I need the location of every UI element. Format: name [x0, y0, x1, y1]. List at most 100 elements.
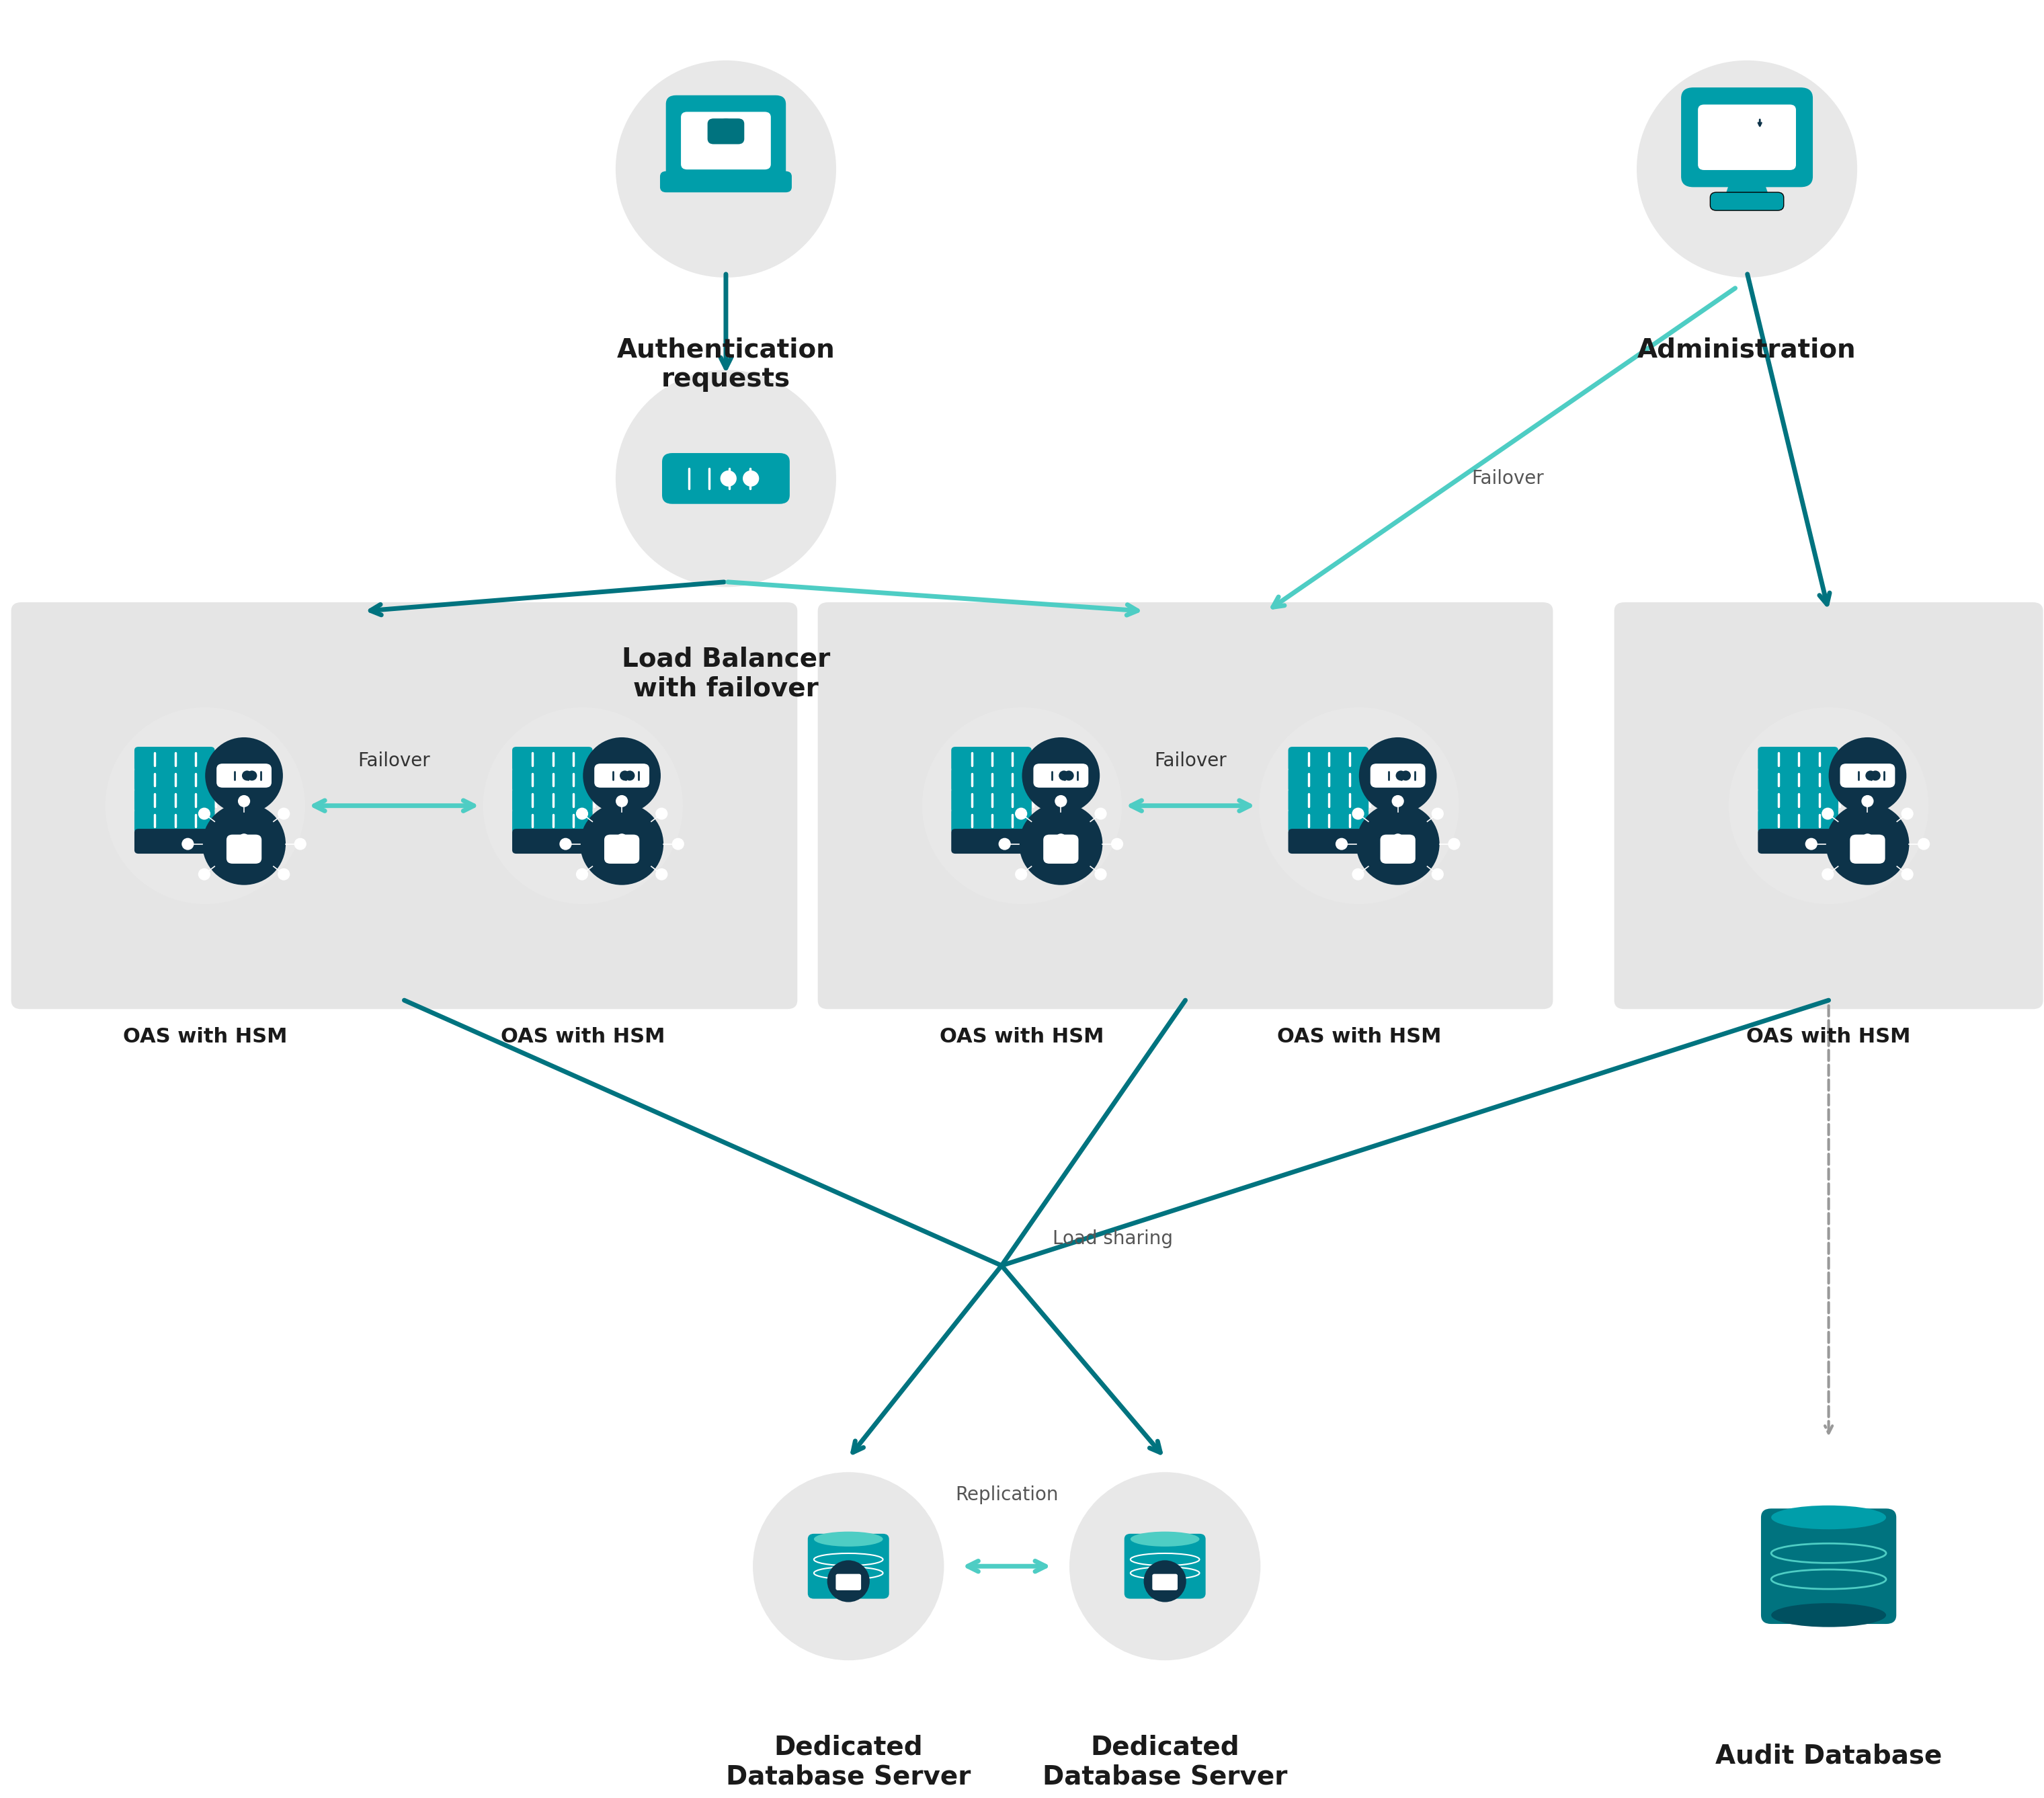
Ellipse shape [656, 868, 668, 881]
Polygon shape [1723, 176, 1770, 200]
Ellipse shape [1772, 1505, 1887, 1530]
FancyBboxPatch shape [513, 829, 593, 854]
Ellipse shape [1094, 807, 1106, 820]
Ellipse shape [294, 838, 307, 850]
FancyBboxPatch shape [135, 746, 215, 771]
FancyBboxPatch shape [836, 1573, 861, 1589]
Ellipse shape [182, 838, 194, 850]
Ellipse shape [719, 471, 736, 487]
FancyBboxPatch shape [135, 809, 215, 832]
Ellipse shape [1862, 795, 1874, 807]
Ellipse shape [241, 771, 251, 780]
FancyBboxPatch shape [135, 788, 215, 813]
Ellipse shape [104, 707, 305, 904]
Ellipse shape [1637, 61, 1858, 277]
FancyBboxPatch shape [513, 809, 593, 832]
Ellipse shape [278, 807, 290, 820]
Ellipse shape [615, 795, 628, 807]
Ellipse shape [1351, 868, 1363, 881]
FancyBboxPatch shape [135, 768, 215, 793]
FancyBboxPatch shape [1762, 1509, 1897, 1624]
Ellipse shape [1805, 838, 1817, 850]
FancyBboxPatch shape [513, 768, 593, 793]
Ellipse shape [1901, 868, 1913, 881]
Ellipse shape [1112, 838, 1124, 850]
FancyBboxPatch shape [10, 602, 797, 1009]
FancyBboxPatch shape [1711, 192, 1784, 210]
Ellipse shape [204, 737, 282, 814]
Ellipse shape [576, 807, 589, 820]
Ellipse shape [1917, 838, 1930, 850]
FancyBboxPatch shape [1369, 764, 1425, 788]
FancyBboxPatch shape [227, 834, 262, 863]
Ellipse shape [814, 1532, 883, 1546]
FancyBboxPatch shape [1850, 834, 1885, 863]
Ellipse shape [1355, 804, 1439, 885]
FancyBboxPatch shape [595, 764, 650, 788]
Ellipse shape [742, 471, 758, 487]
Ellipse shape [672, 838, 685, 850]
Text: Load Balancer
with failover: Load Balancer with failover [621, 647, 830, 701]
FancyBboxPatch shape [513, 788, 593, 813]
FancyBboxPatch shape [1288, 829, 1369, 854]
Ellipse shape [752, 1473, 944, 1660]
Ellipse shape [1335, 838, 1347, 850]
FancyBboxPatch shape [1615, 602, 2044, 1009]
Ellipse shape [1400, 771, 1410, 780]
Ellipse shape [198, 868, 211, 881]
Ellipse shape [1016, 868, 1028, 881]
FancyBboxPatch shape [1380, 834, 1414, 863]
FancyBboxPatch shape [1034, 764, 1087, 788]
Ellipse shape [1772, 1604, 1887, 1627]
FancyBboxPatch shape [135, 829, 215, 854]
FancyBboxPatch shape [950, 768, 1032, 793]
FancyBboxPatch shape [217, 764, 272, 788]
Ellipse shape [1870, 771, 1880, 780]
Ellipse shape [1145, 1561, 1186, 1602]
FancyBboxPatch shape [818, 602, 1553, 1009]
Ellipse shape [202, 804, 286, 885]
Ellipse shape [1016, 807, 1028, 820]
Ellipse shape [1447, 838, 1459, 850]
Ellipse shape [580, 804, 664, 885]
Ellipse shape [560, 838, 572, 850]
Ellipse shape [838, 1577, 858, 1580]
Ellipse shape [1155, 1577, 1175, 1580]
Ellipse shape [1000, 838, 1012, 850]
Ellipse shape [1829, 737, 1907, 814]
FancyBboxPatch shape [513, 746, 593, 771]
Ellipse shape [1259, 707, 1459, 904]
Ellipse shape [1063, 771, 1073, 780]
Ellipse shape [278, 868, 290, 881]
FancyBboxPatch shape [1288, 788, 1369, 813]
Ellipse shape [615, 370, 836, 588]
Text: OAS with HSM: OAS with HSM [501, 1027, 664, 1046]
Text: Dedicated
Database Server: Dedicated Database Server [1042, 1735, 1288, 1789]
Text: Audit Database: Audit Database [1715, 1742, 1942, 1769]
Ellipse shape [1022, 737, 1100, 814]
Text: OAS with HSM: OAS with HSM [1746, 1027, 1911, 1046]
FancyBboxPatch shape [660, 171, 791, 192]
Text: Failover: Failover [358, 752, 429, 770]
FancyBboxPatch shape [950, 746, 1032, 771]
Ellipse shape [1359, 737, 1437, 814]
Ellipse shape [1431, 807, 1443, 820]
FancyBboxPatch shape [681, 111, 771, 169]
Ellipse shape [1130, 1532, 1200, 1546]
Ellipse shape [1351, 807, 1363, 820]
Ellipse shape [1392, 795, 1404, 807]
FancyBboxPatch shape [666, 95, 785, 185]
FancyBboxPatch shape [707, 119, 744, 144]
FancyBboxPatch shape [662, 453, 789, 503]
FancyBboxPatch shape [1758, 809, 1838, 832]
Ellipse shape [922, 707, 1122, 904]
Ellipse shape [198, 807, 211, 820]
Ellipse shape [583, 737, 660, 814]
Ellipse shape [828, 1561, 869, 1602]
FancyBboxPatch shape [1758, 788, 1838, 813]
Text: Replication: Replication [955, 1485, 1059, 1505]
Ellipse shape [656, 807, 668, 820]
FancyBboxPatch shape [1758, 829, 1838, 854]
Text: Authentication
requests: Authentication requests [617, 336, 836, 392]
Ellipse shape [619, 771, 630, 780]
